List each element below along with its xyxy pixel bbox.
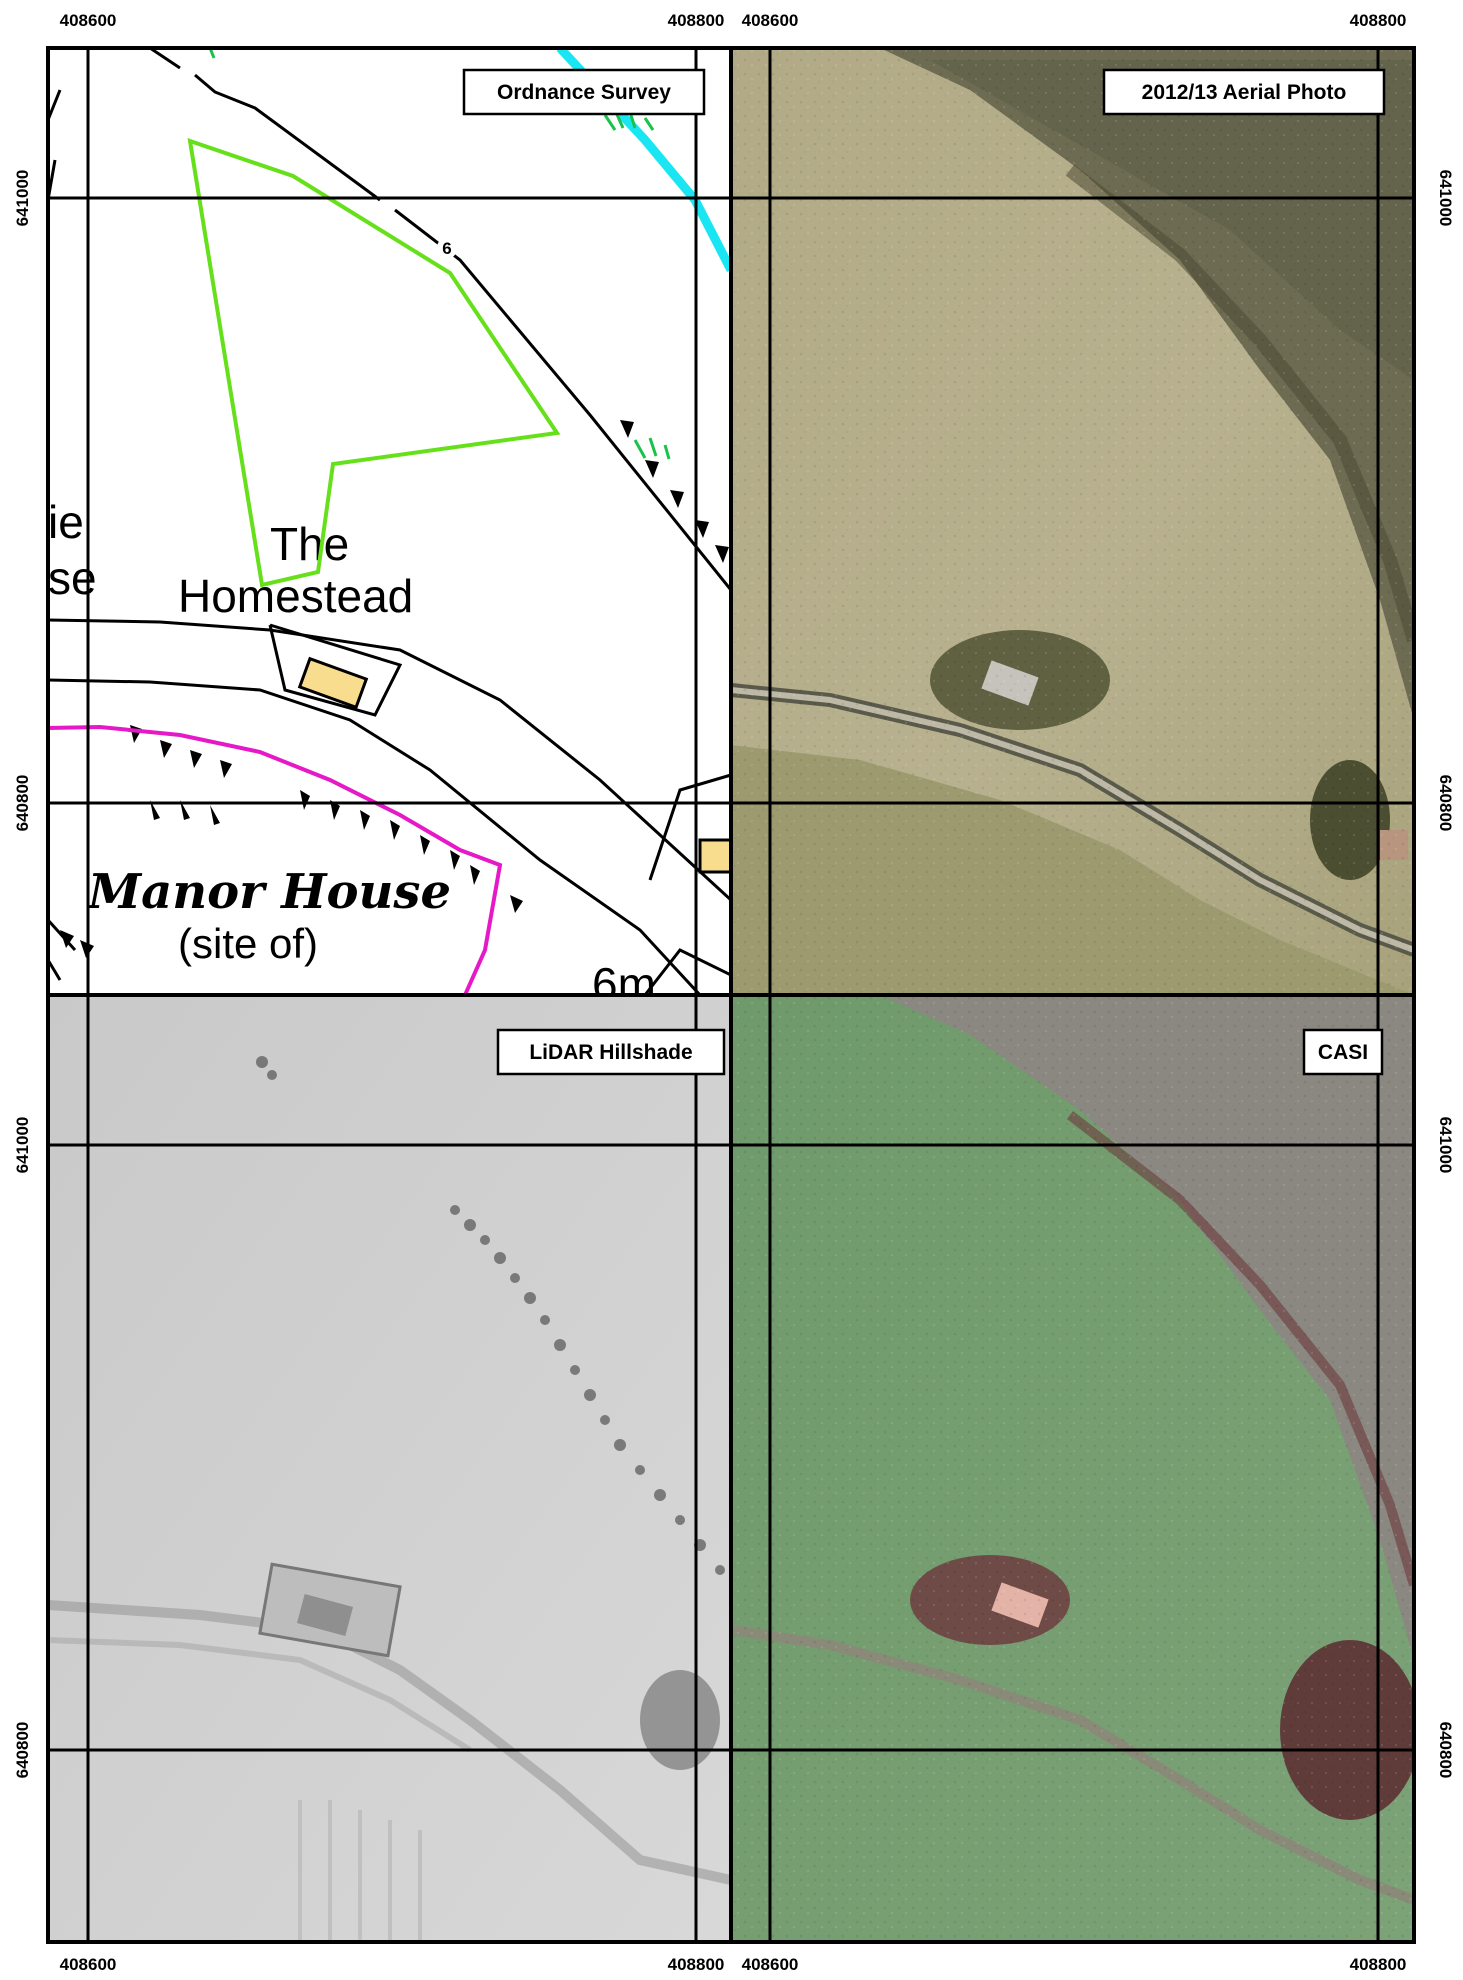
- ridge-and-furrow: [298, 1800, 422, 1942]
- panel-ordnance-survey: ie se The Homestead Manor House (site of…: [48, 48, 731, 1010]
- panel-lidar-hillshade: [48, 995, 731, 1942]
- farmstead-relief: [258, 1562, 402, 1658]
- northing-label-right-4: 640800: [1436, 1722, 1455, 1779]
- site-label: 6: [442, 239, 451, 258]
- svg-text:LiDAR Hillshade: LiDAR Hillshade: [529, 1041, 692, 1064]
- label-site-of: (site of): [178, 920, 318, 967]
- lane-relief: [48, 1600, 731, 1885]
- easting-label-bottom-left-b: 408800: [668, 1955, 725, 1974]
- easting-label-top-right-b: 408800: [1350, 11, 1407, 30]
- panel-title-aerial-photo: 2012/13 Aerial Photo: [1102, 68, 1386, 116]
- easting-label-top-right-a: 408600: [742, 11, 799, 30]
- boundary-line: [48, 724, 503, 995]
- svg-text:2012/13 Aerial Photo: 2012/13 Aerial Photo: [1142, 81, 1347, 104]
- building: [297, 656, 369, 710]
- svg-text:CASI: CASI: [1318, 1041, 1368, 1064]
- panel-title-ordnance-survey: Ordnance Survey: [462, 68, 706, 116]
- northing-label-right-1: 641000: [1436, 170, 1455, 227]
- svg-text:Ordnance Survey: Ordnance Survey: [497, 81, 671, 104]
- panel-title-casi: CASI: [1302, 1028, 1384, 1076]
- northing-label-left-1: 641000: [13, 170, 32, 227]
- panel-title-lidar-hillshade: LiDAR Hillshade: [496, 1028, 726, 1076]
- easting-label-bottom-left-a: 408600: [60, 1955, 117, 1974]
- panel-aerial-photo: [731, 48, 1414, 995]
- easting-label-top-left-b: 408800: [668, 11, 725, 30]
- easting-label-bottom-right-a: 408600: [742, 1955, 799, 1974]
- northing-label-left-2: 640800: [13, 775, 32, 832]
- site-label-badge: [437, 237, 457, 259]
- tree-relief: [640, 1670, 720, 1770]
- northing-label-left-3: 641000: [13, 1117, 32, 1174]
- panel-frames: [46, 46, 1416, 1944]
- panel-casi: [731, 995, 1414, 1942]
- building: [698, 838, 731, 874]
- hedge-bank-relief: [256, 1056, 725, 1575]
- northing-label-right-2: 640800: [1436, 775, 1455, 832]
- easting-label-top-left-a: 408600: [60, 11, 117, 30]
- easting-label-bottom-right-b: 408800: [1350, 1955, 1407, 1974]
- site-polygon: [187, 138, 561, 588]
- label-the: The: [270, 518, 349, 570]
- label-height: 6m: [592, 958, 656, 1010]
- label-manor-house: Manor House: [86, 864, 451, 920]
- northing-label-left-4: 640800: [13, 1722, 32, 1779]
- northing-label-right-3: 641000: [1436, 1117, 1455, 1174]
- label-partial-line1: ie: [48, 496, 84, 548]
- site-overlay: 6: [48, 138, 561, 995]
